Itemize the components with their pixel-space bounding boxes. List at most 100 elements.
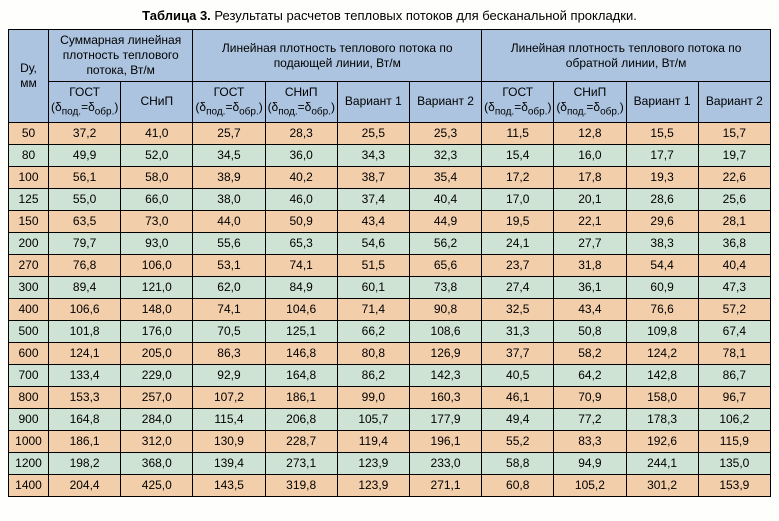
cell-g2: 312,0 <box>121 430 193 452</box>
cell-o_snip: 12,8 <box>554 122 626 144</box>
cell-g2: 93,0 <box>121 232 193 254</box>
caption-bold: Таблица 3. <box>142 8 211 23</box>
table-row: 1400204,4425,0143,5319,8123,9271,160,810… <box>9 474 771 496</box>
cell-p_v2: 44,9 <box>409 210 481 232</box>
cell-g1: 76,8 <box>49 254 121 276</box>
cell-o_gost: 37,7 <box>482 342 554 364</box>
cell-o_v1: 109,8 <box>626 320 698 342</box>
cell-o_snip: 36,1 <box>554 276 626 298</box>
hdr-p-gost: ГОСТ (δпод.=δобр.) <box>193 82 265 123</box>
cell-o_snip: 64,2 <box>554 364 626 386</box>
cell-dy: 50 <box>9 122 49 144</box>
cell-o_v2: 57,2 <box>698 298 770 320</box>
cell-g1: 153,3 <box>49 386 121 408</box>
cell-p_snip: 65,3 <box>265 232 337 254</box>
hdr-g1-snip: СНиП <box>121 82 193 123</box>
cell-o_v2: 22,6 <box>698 166 770 188</box>
cell-p_gost: 25,7 <box>193 122 265 144</box>
cell-g1: 106,6 <box>49 298 121 320</box>
hdr-p-snip: СНиП (δпод.=δобр.) <box>265 82 337 123</box>
cell-p_v2: 32,3 <box>409 144 481 166</box>
cell-p_v1: 38,7 <box>337 166 409 188</box>
cell-p_v1: 71,4 <box>337 298 409 320</box>
cell-p_snip: 319,8 <box>265 474 337 496</box>
cell-o_v1: 158,0 <box>626 386 698 408</box>
cell-g2: 106,0 <box>121 254 193 276</box>
cell-g1: 49,9 <box>49 144 121 166</box>
cell-g2: 229,0 <box>121 364 193 386</box>
cell-o_v1: 28,6 <box>626 188 698 210</box>
table-row: 1200198,2368,0139,4273,1123,9233,058,894… <box>9 452 771 474</box>
cell-o_v1: 15,5 <box>626 122 698 144</box>
cell-p_v2: 108,6 <box>409 320 481 342</box>
cell-p_snip: 186,1 <box>265 386 337 408</box>
cell-o_v1: 17,7 <box>626 144 698 166</box>
cell-p_v1: 25,5 <box>337 122 409 144</box>
cell-o_v1: 29,6 <box>626 210 698 232</box>
cell-o_v1: 60,9 <box>626 276 698 298</box>
cell-p_v1: 105,7 <box>337 408 409 430</box>
cell-o_snip: 77,2 <box>554 408 626 430</box>
cell-g2: 148,0 <box>121 298 193 320</box>
cell-g1: 186,1 <box>49 430 121 452</box>
cell-o_snip: 27,7 <box>554 232 626 254</box>
cell-p_gost: 38,9 <box>193 166 265 188</box>
cell-dy: 125 <box>9 188 49 210</box>
hdr-o-v1: Вариант 1 <box>626 82 698 123</box>
cell-g1: 89,4 <box>49 276 121 298</box>
cell-g2: 205,0 <box>121 342 193 364</box>
cell-p_gost: 44,0 <box>193 210 265 232</box>
cell-o_v2: 86,7 <box>698 364 770 386</box>
table-header: Dу, мм Суммарная линейная плотность тепл… <box>9 30 771 123</box>
cell-p_gost: 115,4 <box>193 408 265 430</box>
cell-p_snip: 40,2 <box>265 166 337 188</box>
cell-p_v2: 142,3 <box>409 364 481 386</box>
cell-p_v2: 25,3 <box>409 122 481 144</box>
hdr-o-v2: Вариант 2 <box>698 82 770 123</box>
cell-dy: 80 <box>9 144 49 166</box>
table-row: 27076,8106,053,174,151,565,623,731,854,4… <box>9 254 771 276</box>
cell-o_gost: 55,2 <box>482 430 554 452</box>
hdr-g1-gost: ГОСТ (δпод.=δобр.) <box>49 82 121 123</box>
cell-g2: 284,0 <box>121 408 193 430</box>
cell-p_gost: 92,9 <box>193 364 265 386</box>
table-row: 5037,241,025,728,325,525,311,512,815,515… <box>9 122 771 144</box>
cell-o_gost: 17,2 <box>482 166 554 188</box>
hdr-o-gost: ГОСТ (δпод.=δобр.) <box>482 82 554 123</box>
cell-o_snip: 16,0 <box>554 144 626 166</box>
cell-o_snip: 22,1 <box>554 210 626 232</box>
cell-p_gost: 74,1 <box>193 298 265 320</box>
cell-p_snip: 228,7 <box>265 430 337 452</box>
cell-g2: 58,0 <box>121 166 193 188</box>
cell-p_snip: 84,9 <box>265 276 337 298</box>
cell-p_v1: 51,5 <box>337 254 409 276</box>
cell-p_snip: 164,8 <box>265 364 337 386</box>
hdr-p-v2: Вариант 2 <box>409 82 481 123</box>
cell-p_v1: 43,4 <box>337 210 409 232</box>
cell-p_v1: 66,2 <box>337 320 409 342</box>
cell-o_v2: 15,7 <box>698 122 770 144</box>
cell-p_snip: 28,3 <box>265 122 337 144</box>
cell-p_gost: 53,1 <box>193 254 265 276</box>
hdr-o-snip: СНиП (δпод.=δобр.) <box>554 82 626 123</box>
cell-p_v2: 65,6 <box>409 254 481 276</box>
cell-o_gost: 60,8 <box>482 474 554 496</box>
table-row: 800153,3257,0107,2186,199,0160,346,170,9… <box>9 386 771 408</box>
cell-o_v1: 301,2 <box>626 474 698 496</box>
cell-o_gost: 27,4 <box>482 276 554 298</box>
cell-o_v1: 178,3 <box>626 408 698 430</box>
cell-o_snip: 58,2 <box>554 342 626 364</box>
cell-o_v2: 115,9 <box>698 430 770 452</box>
cell-p_gost: 86,3 <box>193 342 265 364</box>
cell-p_v1: 34,3 <box>337 144 409 166</box>
cell-dy: 700 <box>9 364 49 386</box>
cell-o_gost: 11,5 <box>482 122 554 144</box>
cell-dy: 100 <box>9 166 49 188</box>
cell-g1: 133,4 <box>49 364 121 386</box>
cell-o_v2: 135,0 <box>698 452 770 474</box>
cell-p_v1: 54,6 <box>337 232 409 254</box>
cell-dy: 800 <box>9 386 49 408</box>
cell-o_snip: 94,9 <box>554 452 626 474</box>
cell-dy: 1200 <box>9 452 49 474</box>
cell-p_v2: 126,9 <box>409 342 481 364</box>
